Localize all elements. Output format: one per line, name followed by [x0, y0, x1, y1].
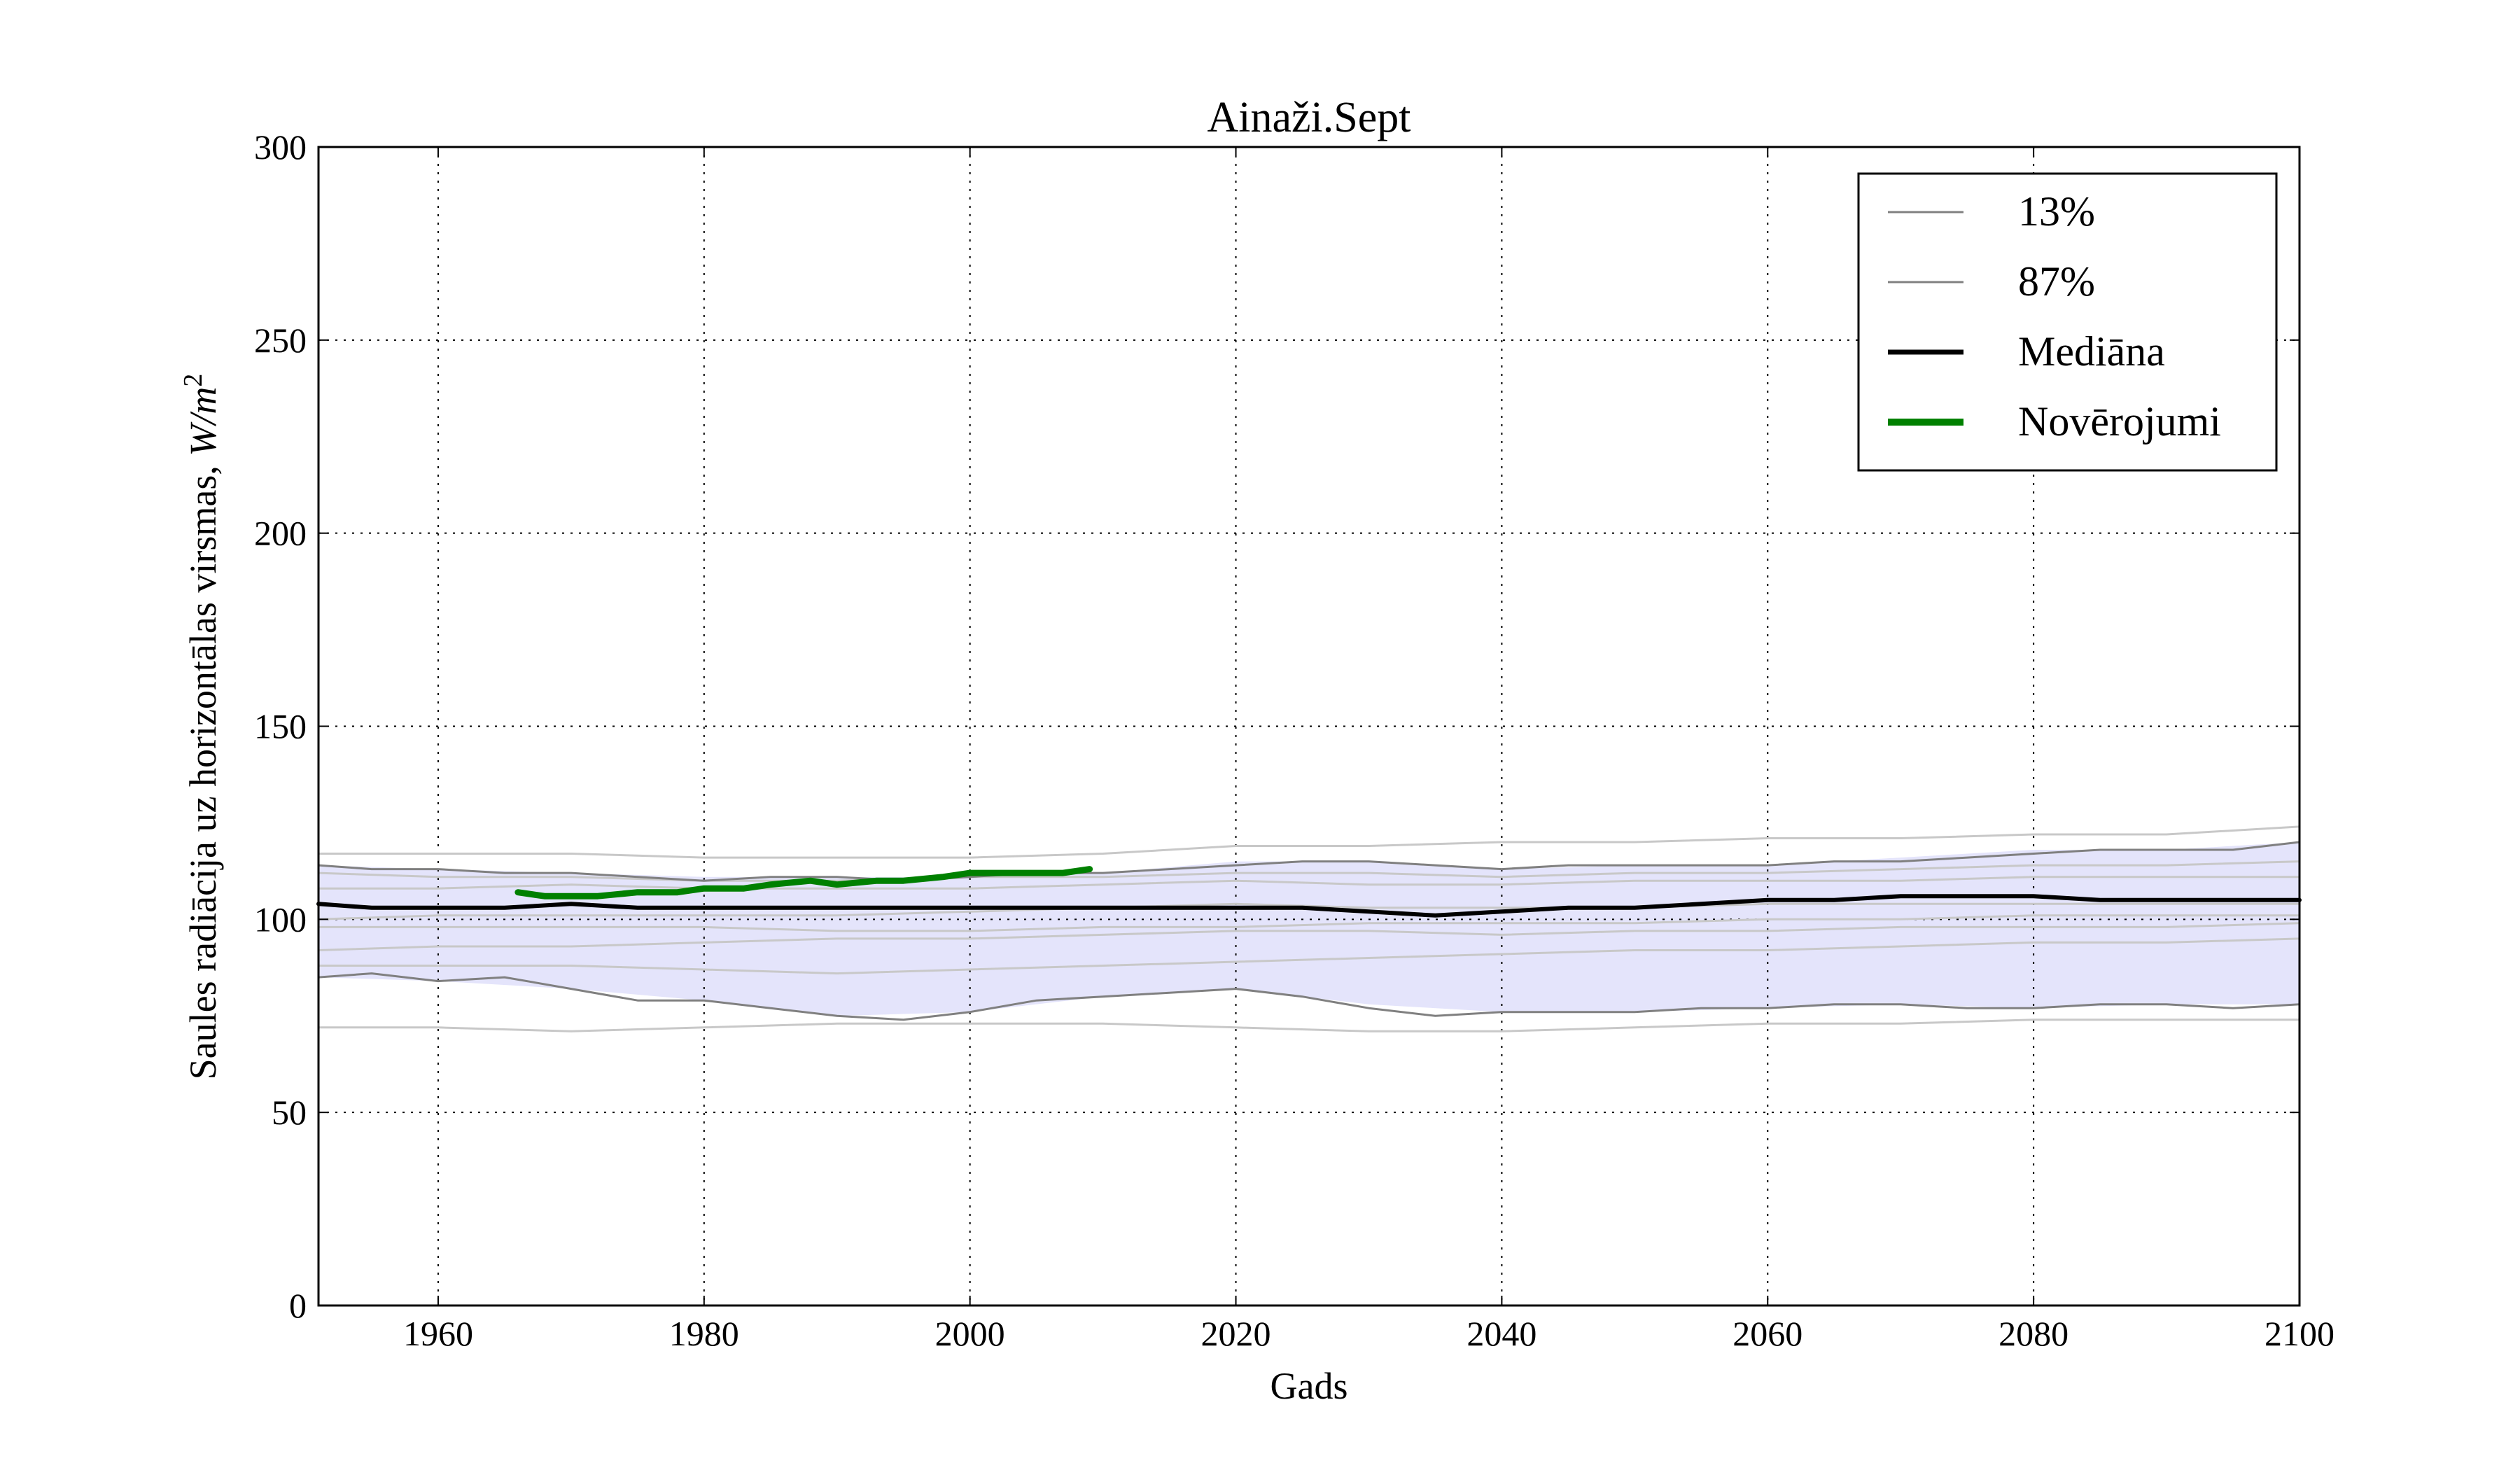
x-tick-label: 2040 [1466, 1314, 1536, 1353]
y-tick-label: 0 [289, 1286, 307, 1325]
y-axis-label-unit-w: W [182, 421, 224, 456]
x-axis-label: Gads [1270, 1365, 1348, 1407]
x-tick-label: 2000 [935, 1314, 1005, 1353]
legend-label: 13% [2018, 188, 2095, 234]
series-line-Mediāna [316, 894, 2302, 918]
ensemble-line [318, 876, 2300, 890]
y-axis-label-text: Saules radiācija uz horizontālas virsmas… [182, 456, 224, 1080]
series-line-Novērojumi [514, 866, 1093, 899]
legend-label: Novērojumi [2018, 398, 2221, 444]
y-axis-label-slash: / [182, 411, 224, 427]
ensemble-line [318, 937, 2300, 975]
axis-ticks [318, 146, 2300, 1306]
y-tick-label: 300 [254, 127, 307, 167]
chart-title: Ainaži.Sept [1208, 94, 1411, 141]
x-tick-label: 2020 [1201, 1314, 1271, 1353]
y-tick-label: 200 [254, 514, 307, 553]
y-axis-tick-labels: 0 50 100 150 200 250 300 [254, 127, 307, 1325]
x-tick-label: 1960 [403, 1314, 473, 1353]
y-axis-label-unit-exp: 2 [178, 374, 208, 387]
series-line-87% [317, 841, 2301, 882]
ensemble-line [318, 825, 2300, 859]
legend: 13% 87% Mediāna Novērojumi [1857, 172, 2278, 472]
x-axis-tick-labels: 1960 1980 2000 2020 2040 2060 2080 2100 [403, 1314, 2334, 1353]
series-lines [316, 841, 2302, 1021]
y-tick-label: 100 [254, 899, 307, 939]
ensemble-line [318, 922, 2300, 951]
x-tick-label: 1980 [669, 1314, 739, 1353]
series-line-13% [317, 972, 2301, 1021]
y-tick-label: 150 [254, 707, 307, 746]
legend-label: 87% [2018, 258, 2095, 304]
ensemble-line [318, 860, 2300, 882]
y-axis-label: Saules radiācija uz horizontālas virsmas… [178, 374, 224, 1080]
legend-items: 13% 87% Mediāna Novērojumi [1888, 188, 2221, 444]
y-axis-label-unit-m: m [182, 387, 224, 414]
ensemble-line [318, 914, 2300, 932]
y-tick-label: 250 [254, 321, 307, 360]
ensemble-line [318, 1018, 2300, 1032]
x-tick-label: 2080 [1998, 1314, 2068, 1353]
x-tick-label: 2100 [2264, 1314, 2334, 1353]
y-tick-label: 50 [272, 1093, 307, 1132]
legend-label: Mediāna [2018, 328, 2165, 374]
x-tick-label: 2060 [1732, 1314, 1802, 1353]
